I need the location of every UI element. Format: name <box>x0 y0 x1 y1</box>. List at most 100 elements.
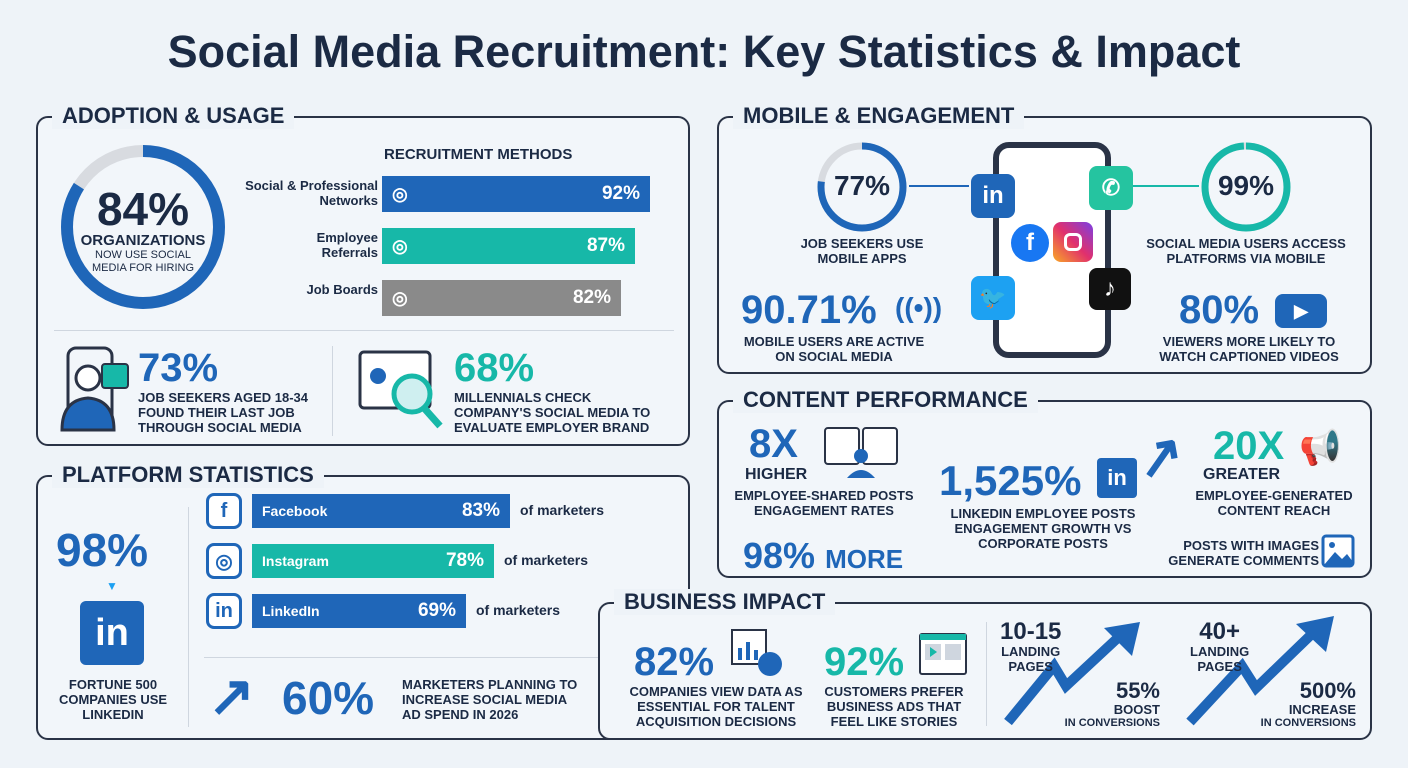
donut-fill <box>61 145 225 309</box>
caption: PAGES <box>1197 659 1242 674</box>
stat-caption: COMPANY'S SOCIAL MEDIA TO <box>454 405 651 420</box>
caption: EMPLOYEE-SHARED POSTS <box>734 488 914 503</box>
bar-suffix: of marketers <box>476 602 561 618</box>
stat-value: 60% <box>282 672 375 724</box>
caption: MARKETERS PLANNING TO <box>402 677 578 692</box>
whatsapp-icon: ✆ <box>1089 166 1133 210</box>
caption: BOOST <box>1113 702 1160 717</box>
stat-value: 68% <box>454 346 535 390</box>
caption: EMPLOYEE-GENERATED <box>1195 488 1353 503</box>
stat-caption: FOUND THEIR LAST JOB <box>138 405 295 420</box>
caption: LINKEDIN <box>82 707 144 722</box>
business-panel: BUSINESS IMPACT 82% COMPANIES VIEW DATA … <box>598 589 1372 740</box>
mobile-panel: MOBILE & ENGAGEMENT 77% JOB SEEKERS USE M… <box>717 103 1372 374</box>
stat-suffix: MORE <box>825 544 904 574</box>
job-seeker-icon <box>60 346 129 432</box>
magnifier-profile-icon <box>358 350 443 429</box>
stat-sub: HIGHER <box>745 466 808 483</box>
bar-value: 83% <box>461 500 500 521</box>
caption: IN CONVERSIONS <box>1064 717 1160 729</box>
pages-value: 40+ <box>1199 618 1240 645</box>
caption: PAGES <box>1008 659 1053 674</box>
content-panel: CONTENT PERFORMANCE 8X HIGHER EMPLOYEE-S… <box>717 387 1372 578</box>
caption: INCREASE SOCIAL MEDIA <box>402 692 568 707</box>
caption: VIEWERS MORE LIKELY TO <box>1162 334 1336 349</box>
caption: CUSTOMERS PREFER <box>824 684 964 699</box>
section-title: PLATFORM STATISTICS <box>52 462 324 488</box>
trend-arrow-icon: ↗ <box>1131 421 1189 492</box>
stat-value: 98% <box>56 524 149 576</box>
bar-value: 87% <box>586 235 625 256</box>
caption: ENGAGEMENT GROWTH VS <box>954 521 1132 536</box>
ring-value: 99% <box>1217 170 1275 201</box>
caption: COMPANIES USE <box>58 692 168 707</box>
stat-value: 98% MORE <box>743 538 903 574</box>
caption: ENGAGEMENT RATES <box>754 503 894 518</box>
network-icon: ◎ <box>392 183 408 204</box>
ring-value: 77% <box>833 170 891 201</box>
stat-value: 20X <box>1213 424 1285 468</box>
adoption-panel: ADOPTION & USAGE 84% ORGANIZATIONS NOW U… <box>36 103 690 446</box>
platform-bar: Instagram 78% <box>252 544 494 578</box>
caption: CONTENT REACH <box>1217 503 1331 518</box>
caption: MOBILE APPS <box>817 251 907 266</box>
divider <box>54 330 674 331</box>
bar-suffix: of marketers <box>504 552 589 568</box>
caption: ON SOCIAL MEDIA <box>775 349 893 364</box>
donut-value: 84% <box>96 183 190 235</box>
donut-label: ORGANIZATIONS <box>80 232 206 249</box>
instagram-icon: ◎ <box>206 543 242 579</box>
caption: POSTS WITH IMAGES <box>1183 538 1319 553</box>
method-label: Social & Professional Networks <box>245 178 378 208</box>
caption: IN CONVERSIONS <box>1260 717 1356 729</box>
donut-sub: NOW USE SOCIAL <box>95 249 191 261</box>
signal-icon: ((•)) <box>895 292 943 323</box>
facebook-icon: f <box>1011 224 1049 262</box>
image-icon <box>1321 534 1355 568</box>
section-title: CONTENT PERFORMANCE <box>733 387 1038 413</box>
stat-value: 8X <box>749 422 798 466</box>
method-bar: ◎ 92% <box>382 176 650 212</box>
caption: LANDING <box>1190 644 1250 659</box>
caption: FEEL LIKE STORIES <box>830 714 958 729</box>
caption: WATCH CAPTIONED VIDEOS <box>1159 349 1339 364</box>
page-title: Social Media Recruitment: Key Statistics… <box>167 26 1241 77</box>
caption: INCREASE <box>1288 702 1356 717</box>
platform-name: LinkedIn <box>262 603 320 619</box>
divider <box>332 346 333 436</box>
caption: JOB SEEKERS USE <box>800 236 924 251</box>
caption: CORPORATE POSTS <box>978 536 1108 551</box>
tiktok-icon: ♪ <box>1089 268 1131 310</box>
ring-99 <box>1201 142 1291 232</box>
method-label: Employee Referrals <box>316 230 378 260</box>
twitter-icon: 🐦 <box>971 276 1015 320</box>
caption: AD SPEND IN 2026 <box>402 707 519 722</box>
stat-sub: GREATER <box>1203 466 1281 483</box>
stat-value: 80% <box>1179 288 1260 332</box>
bar-value: 92% <box>601 183 640 204</box>
methods-title: RECRUITMENT METHODS <box>384 146 573 163</box>
section-title: MOBILE & ENGAGEMENT <box>733 103 1025 129</box>
caption: FORTUNE 500 <box>68 677 158 692</box>
section-title: BUSINESS IMPACT <box>614 589 836 615</box>
stat-caption: THROUGH SOCIAL MEDIA <box>138 420 302 435</box>
linkedin-icon: in <box>1097 458 1137 498</box>
caption: PLATFORMS VIA MOBILE <box>1166 251 1326 266</box>
caption: MOBILE USERS ARE ACTIVE <box>743 334 925 349</box>
stat-caption: MILLENNIALS CHECK <box>454 390 592 405</box>
stat-value: 500% <box>1299 678 1356 703</box>
caption: LANDING <box>1001 644 1061 659</box>
megaphone-icon: 📢 <box>1299 429 1342 467</box>
stat-value: 55% <box>1115 678 1160 703</box>
stat-caption: JOB SEEKERS AGED 18-34 <box>138 390 309 405</box>
caption: SOCIAL MEDIA USERS ACCESS <box>1146 236 1346 251</box>
platform-name: Instagram <box>262 553 329 569</box>
caption: ESSENTIAL FOR TALENT <box>637 699 795 714</box>
board-icon: ◎ <box>392 287 408 308</box>
caption: ACQUISITION DECISIONS <box>635 714 797 729</box>
video-ad-icon <box>919 633 967 675</box>
stat-value: 98% <box>743 535 816 576</box>
bar-suffix: of marketers <box>520 502 605 518</box>
donut-chart <box>61 145 225 309</box>
growth-arrow-icon <box>1186 616 1334 726</box>
